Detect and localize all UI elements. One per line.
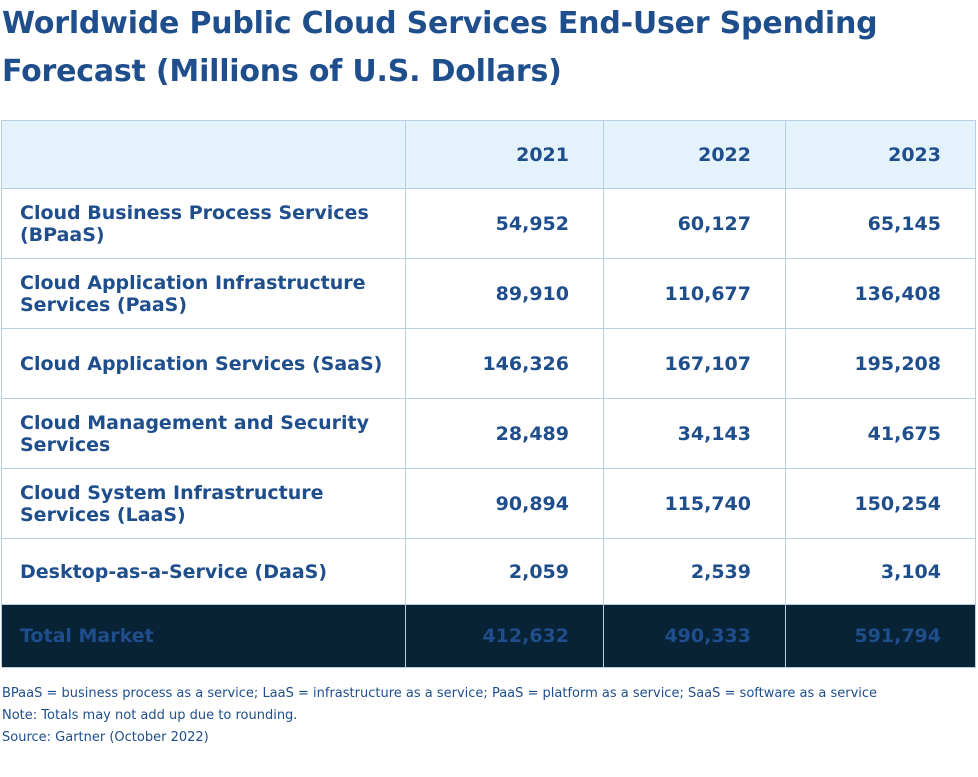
header-cell-label — [1, 120, 406, 189]
cell-value: 115,740 — [603, 468, 786, 539]
cell-value: 54,952 — [405, 188, 604, 259]
cell-value: 60,127 — [603, 188, 786, 259]
cell-value: 90,894 — [405, 468, 604, 539]
cell-value: 28,489 — [405, 398, 604, 469]
row-label: Desktop-as-a-Service (DaaS) — [1, 538, 406, 605]
header-cell-2021: 2021 — [405, 120, 604, 189]
row-label: Cloud System Infrastructure Services (La… — [1, 468, 406, 539]
table-row: Cloud Business Process Services (BPaaS) … — [1, 188, 976, 259]
source-note: Source: Gartner (October 2022) — [2, 730, 209, 745]
cell-value: 3,104 — [785, 538, 976, 605]
table-title: Worldwide Public Cloud Services End-User… — [2, 6, 878, 89]
total-label: Total Market — [1, 604, 406, 668]
total-value: 591,794 — [785, 604, 976, 668]
header-row: 2021 2022 2023 — [1, 120, 976, 189]
cell-value: 89,910 — [405, 258, 604, 329]
cell-value: 146,326 — [405, 328, 604, 399]
row-label: Cloud Application Services (SaaS) — [1, 328, 406, 399]
table-row: Desktop-as-a-Service (DaaS) 2,059 2,539 … — [1, 538, 976, 605]
row-label: Cloud Business Process Services (BPaaS) — [1, 188, 406, 259]
cell-value: 195,208 — [785, 328, 976, 399]
cell-value: 41,675 — [785, 398, 976, 469]
total-row: Total Market 412,632 490,333 591,794 — [1, 604, 976, 668]
cell-value: 65,145 — [785, 188, 976, 259]
total-value: 490,333 — [603, 604, 786, 668]
header-cell-2022: 2022 — [603, 120, 786, 189]
spending-forecast-table: 2021 2022 2023 Cloud Business Process Se… — [1, 120, 976, 668]
cell-value: 34,143 — [603, 398, 786, 469]
cell-value: 167,107 — [603, 328, 786, 399]
cell-value: 150,254 — [785, 468, 976, 539]
rounding-note: Note: Totals may not add up due to round… — [2, 708, 298, 723]
header-cell-2023: 2023 — [785, 120, 976, 189]
cell-value: 2,059 — [405, 538, 604, 605]
row-label: Cloud Application Infrastructure Service… — [1, 258, 406, 329]
table-row: Cloud System Infrastructure Services (La… — [1, 468, 976, 539]
cell-value: 136,408 — [785, 258, 976, 329]
row-label: Cloud Management and Security Services — [1, 398, 406, 469]
table-row: Cloud Application Services (SaaS) 146,32… — [1, 328, 976, 399]
table-row: Cloud Management and Security Services 2… — [1, 398, 976, 469]
abbreviations-note: BPaaS = business process as a service; L… — [2, 686, 878, 701]
table-row: Cloud Application Infrastructure Service… — [1, 258, 976, 329]
cell-value: 2,539 — [603, 538, 786, 605]
cell-value: 110,677 — [603, 258, 786, 329]
table-notes: BPaaS = business process as a service; L… — [2, 683, 976, 749]
total-value: 412,632 — [405, 604, 604, 668]
